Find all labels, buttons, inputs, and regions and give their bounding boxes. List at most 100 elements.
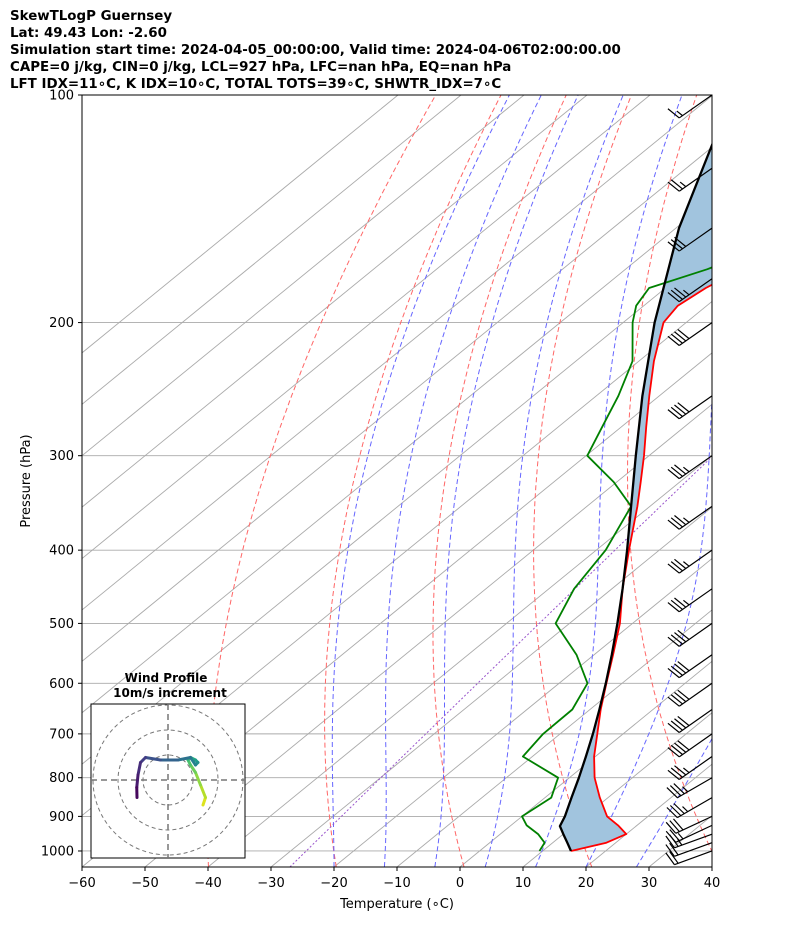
x-tick-label: 0 <box>456 876 464 891</box>
wind-barb-staff <box>678 395 713 420</box>
wind-barb-flag <box>670 517 683 528</box>
wind-barb-flag <box>670 634 683 645</box>
y-tick-label: 300 <box>49 449 74 464</box>
isotherm-line <box>144 403 712 867</box>
wind-barb-flag <box>673 818 684 831</box>
wind-barb-flag <box>669 842 679 856</box>
sounding-profiles <box>521 141 712 852</box>
x-tick-label: 20 <box>578 876 595 891</box>
y-tick-label: 700 <box>49 727 74 742</box>
wind-barb-staff <box>674 842 713 857</box>
wind-barb-staff <box>677 777 713 799</box>
wind-barb-flag <box>665 844 675 857</box>
y-tick-label: 1000 <box>41 844 74 859</box>
wind-barb-flag <box>667 602 680 613</box>
chart-title: SkewTLogP Guernsey <box>10 9 173 24</box>
wind-barb-flag <box>667 668 680 679</box>
wind-barb-flag <box>674 404 687 415</box>
wind-barb-flag <box>665 852 675 866</box>
y-tick-label: 800 <box>49 771 74 786</box>
hodograph-segment <box>194 771 202 787</box>
wind-barb-flag <box>667 181 680 192</box>
hodograph-subtitle: 10m/s increment <box>113 686 227 700</box>
wind-barb-flag <box>666 807 678 819</box>
cape-cin-shading <box>560 145 712 851</box>
isotherm-line <box>333 557 712 867</box>
wind-barb-staff <box>674 833 713 849</box>
hodograph-title: Wind Profile <box>125 671 208 685</box>
wind-barb-flag <box>677 740 690 751</box>
x-tick-label: −10 <box>383 876 410 891</box>
wind-barb-flag <box>667 108 680 119</box>
isotherm-line <box>775 95 794 867</box>
wind-barb-staff <box>674 850 713 866</box>
wind-barb-flag <box>665 821 677 834</box>
x-tick-label: 40 <box>704 876 721 891</box>
wind-barb-flag <box>677 402 690 413</box>
wind-barb-staff <box>678 654 713 679</box>
isotherm-line <box>82 95 712 611</box>
wind-barb-flag <box>674 464 687 475</box>
wind-barbs <box>665 94 713 866</box>
wind-barb-flag <box>673 783 685 795</box>
wind-barb-staff <box>678 94 713 119</box>
wind-barb-half-flag <box>683 599 690 606</box>
wind-barb-flag <box>670 179 683 190</box>
x-tick-label: 10 <box>515 876 532 891</box>
wind-barb-staff <box>678 505 713 530</box>
wind-barb-staff <box>678 549 713 574</box>
isotherm-line <box>82 146 712 662</box>
wind-barb-staff <box>678 227 713 252</box>
hodograph-segment <box>136 761 142 777</box>
chart-header: SkewTLogP Guernsey Lat: 49.43 Lon: -2.60… <box>10 8 621 93</box>
dewpoint-profile <box>521 266 712 852</box>
wind-barb-flag <box>670 561 683 572</box>
wind-barb-half-flag <box>683 767 690 774</box>
wind-barb-staff <box>678 733 713 758</box>
wind-barb-flag <box>674 742 687 753</box>
wind-barb-staff <box>678 709 713 733</box>
wind-barb-half-flag <box>683 466 690 473</box>
y-axis-label: Pressure (hPa) <box>19 434 34 527</box>
y-tick-label: 400 <box>49 544 74 559</box>
wind-barb-staff <box>678 167 713 192</box>
wind-barb-flag <box>674 515 687 526</box>
wind-barb-staff <box>678 278 713 303</box>
y-axis-ticks: 1000 900 800 700 600 500 400 300 200 100 <box>41 89 82 859</box>
hodograph-inset: Wind Profile 10m/s increment <box>90 671 246 859</box>
wind-barb-flag <box>674 236 687 247</box>
wind-barb-staff <box>678 588 713 613</box>
x-tick-label: −20 <box>320 876 347 891</box>
wind-barb-flag <box>670 694 683 705</box>
dry-adiabat-line <box>324 95 502 867</box>
wind-barb-flag <box>670 744 683 755</box>
isotherm-line <box>648 815 712 867</box>
isotherm-line <box>82 95 399 354</box>
simulation-times: Simulation start time: 2024-04-05_00:00:… <box>10 43 621 58</box>
wind-barb-staff <box>675 824 713 843</box>
wind-barb-staff <box>678 682 713 707</box>
wind-barb-flag <box>674 663 687 674</box>
dry-adiabat-line <box>627 95 712 853</box>
wind-barb-half-flag <box>683 561 690 567</box>
wind-barb-flag <box>670 599 683 610</box>
wind-barb-half-flag <box>679 181 687 188</box>
isotherm-line <box>711 866 712 867</box>
isotherm-line <box>522 712 712 867</box>
hodograph-segment <box>189 756 197 767</box>
wind-barb-flag <box>666 787 678 799</box>
wind-barb-half-flag <box>676 110 683 117</box>
isotherm-line <box>82 95 525 457</box>
parcel-profile <box>558 141 712 852</box>
moist-adiabat-line <box>535 95 683 867</box>
hodograph-segment <box>176 756 192 762</box>
hodograph-segment <box>199 783 207 799</box>
wind-barb-flag <box>670 767 683 778</box>
wind-barb-flag <box>674 632 687 643</box>
wind-barb-half-flag <box>682 806 689 813</box>
wind-barb-flag <box>674 558 687 569</box>
wind-barb-flag <box>667 769 680 780</box>
wind-barb-flag <box>677 328 690 340</box>
wind-barb-flag <box>670 720 683 731</box>
